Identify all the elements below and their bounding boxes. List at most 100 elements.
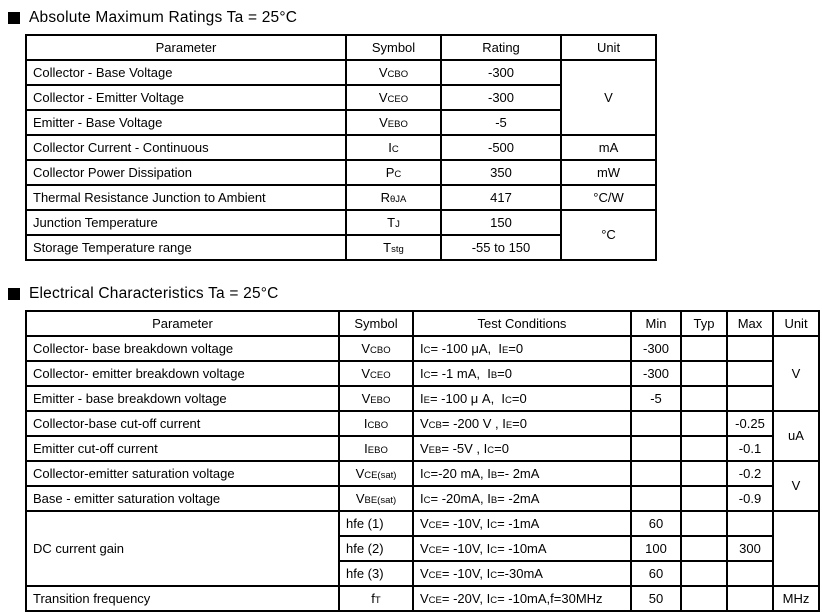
table-cell: °C [560, 209, 657, 261]
text-segment: f [371, 590, 375, 606]
text-segment: -0.25 [735, 415, 765, 431]
table-cell: ICBO [338, 410, 414, 437]
symbol-subscript: C [490, 544, 498, 556]
table-row: Collector - Emitter Voltage VCEO -300 [25, 84, 656, 111]
table-cell: VCEO [345, 84, 442, 111]
table-cell: hfe (3) [338, 560, 414, 587]
text-segment: I [420, 390, 424, 406]
table-cell: Base - emitter saturation voltage [25, 485, 340, 512]
text-segment: V [420, 565, 429, 581]
section-title-electrical-characteristics: Electrical Characteristics Ta = 25°C [8, 285, 822, 303]
column-header: Unit [560, 34, 657, 61]
table-cell [630, 460, 682, 487]
table-cell: Thermal Resistance Junction to Ambient [25, 184, 347, 211]
table-row: Collector - Base Voltage VCBO -300 V [25, 59, 657, 136]
symbol-subscript: C [505, 394, 512, 406]
table-cell: 100 [630, 535, 682, 562]
table-cell: IEBO [338, 435, 414, 462]
table-cell: VBE(sat) [338, 485, 414, 512]
section-bullet-icon [8, 288, 20, 300]
symbol-subscript: E [501, 344, 509, 356]
text-segment: V [379, 114, 388, 130]
section-bullet-icon [8, 12, 20, 24]
table-cell: -300 [440, 59, 562, 86]
symbol-subscript: C [490, 569, 498, 581]
table-cell: 60 [630, 560, 682, 587]
text-segment: =0 [497, 365, 512, 381]
text-segment: V [420, 515, 429, 531]
text-segment: T [383, 239, 392, 255]
text-segment: P [385, 164, 395, 180]
text-segment: = -10V, I [441, 540, 491, 556]
table-row: hfe (3) VCE= -10V, IC=-30mA 60 [26, 560, 819, 587]
symbol-subscript: CB [428, 419, 442, 431]
text-segment: V [791, 365, 801, 381]
table-cell [726, 385, 774, 412]
symbol-subscript: B [490, 494, 498, 506]
table-cell [680, 585, 728, 612]
text-segment: -0.1 [738, 440, 762, 456]
table-cell: Collector- emitter breakdown voltage [25, 360, 340, 387]
table-row: Emitter cut-off current IEBO VEB= -5V , IC… [25, 435, 819, 462]
text-segment: hfe (3) [346, 565, 384, 581]
table-cell: Collector Power Dissipation [25, 159, 347, 186]
column-header: Test Conditions [412, 310, 632, 337]
text-segment: 300 [739, 540, 761, 556]
text-segment: = -10V, I [441, 565, 491, 581]
text-segment: I [420, 490, 424, 506]
column-header: Rating [440, 34, 562, 61]
symbol-subscript: B [490, 469, 498, 481]
text-segment: 350 [490, 164, 512, 180]
text-segment: =0 [511, 390, 527, 406]
table-cell [630, 410, 682, 437]
text-segment: =-30mA [497, 565, 543, 581]
symbol-subscript: CE [428, 519, 442, 531]
text-segment: I [364, 440, 368, 456]
symbol-subscript: CEO [387, 93, 409, 105]
table-cell: IE= -100 μ A, IC=0 [412, 385, 632, 412]
symbol-subscript: C [423, 494, 431, 506]
table-cell: mA [560, 134, 657, 161]
text-segment: -0.2 [738, 465, 762, 481]
symbol-subscript: C [423, 344, 431, 356]
text-segment: -500 [487, 139, 515, 155]
text-segment: = -10mA [497, 540, 547, 556]
text-segment: -5 [495, 114, 507, 130]
text-segment: 60 [648, 565, 664, 581]
text-segment: V [420, 590, 429, 606]
text-segment: V [420, 540, 429, 556]
text-segment: Collector Power Dissipation [33, 164, 192, 180]
table-cell: IC= -100 μA, IE=0 [412, 335, 632, 362]
table-cell [680, 385, 728, 412]
table-cell [726, 335, 774, 362]
symbol-subscript: C [423, 469, 431, 481]
text-segment: I [420, 465, 424, 481]
symbol-subscript: EBO [370, 394, 391, 406]
text-segment: 50 [648, 590, 664, 606]
table-cell: -300 [630, 360, 682, 387]
electrical-characteristics-table: Parameter Symbol Test Conditions Min Typ Max U… [25, 310, 820, 612]
symbol-subscript: B [490, 369, 498, 381]
text-segment: DC current gain [33, 540, 125, 556]
text-segment: V [355, 490, 365, 506]
text-segment: Emitter - Base Voltage [33, 114, 163, 130]
text-segment: -300 [487, 89, 515, 105]
table-cell: Collector-emitter saturation voltage [25, 460, 340, 487]
table-cell: Collector-base cut-off current [25, 410, 340, 437]
text-segment: MHz [782, 590, 810, 606]
text-segment: =0 [512, 415, 527, 431]
table-cell: Collector - Emitter Voltage [25, 84, 347, 111]
table-row: Collector-emitter saturation voltage VCE(… [25, 460, 820, 512]
column-header: Symbol [338, 310, 414, 337]
symbol-subscript: EBO [367, 444, 388, 456]
text-segment: = -2mA [497, 490, 540, 506]
text-segment: Collector - Emitter Voltage [33, 89, 185, 105]
symbol-subscript: T [374, 594, 381, 606]
symbol-subscript: C [423, 369, 431, 381]
text-segment: Collector- base breakdown voltage [33, 340, 234, 356]
table-cell: 60 [630, 510, 682, 537]
table-row: Collector- base breakdown voltage VCBO IC=… [25, 335, 820, 412]
text-segment: = -20mA, I [430, 490, 491, 506]
symbol-subscript: C [487, 444, 495, 456]
table-cell [680, 410, 728, 437]
